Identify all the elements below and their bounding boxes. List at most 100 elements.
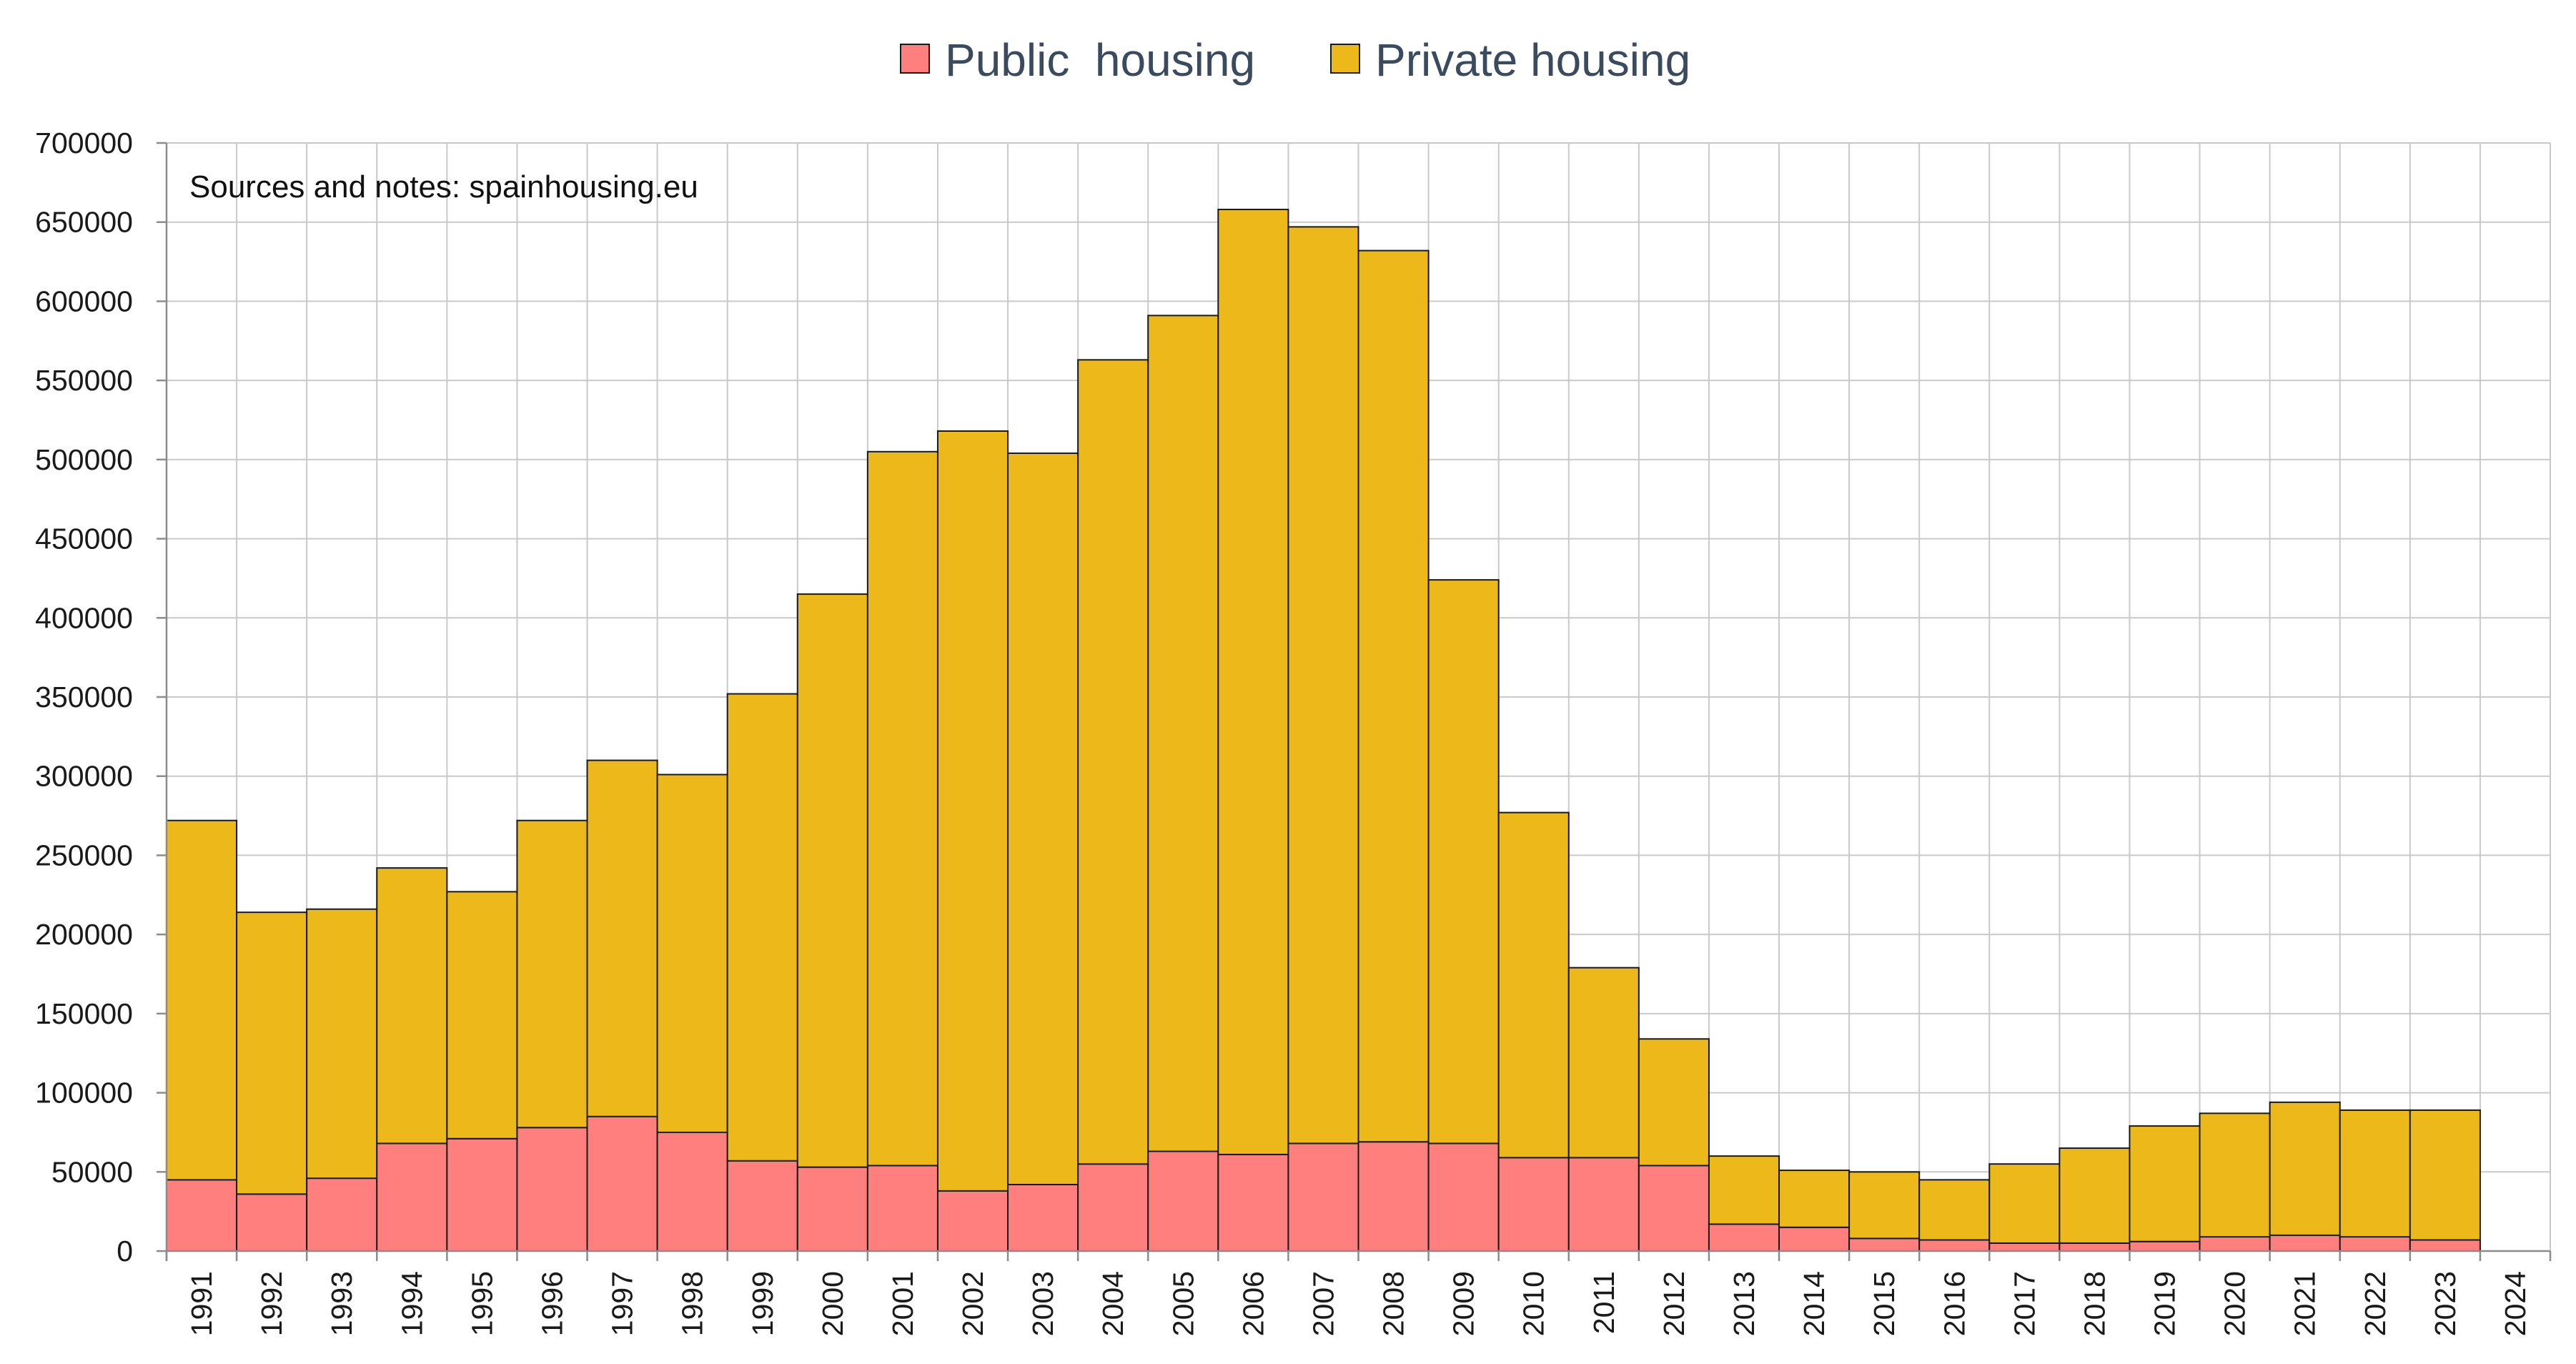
- bar-private-2021: [2269, 1101, 2341, 1236]
- bar-public-2021: [2269, 1234, 2341, 1252]
- legend-label-private-housing: Private housing: [1375, 34, 1690, 86]
- legend-swatch-public-housing: [900, 44, 930, 74]
- x-tick-label: 2004: [1096, 1271, 1129, 1336]
- bar-public-2003: [1007, 1184, 1079, 1252]
- bar-public-1997: [586, 1115, 658, 1252]
- x-tick-label: 1992: [255, 1271, 288, 1336]
- y-tick-label: 650000: [35, 206, 133, 239]
- bar-public-1998: [656, 1131, 728, 1252]
- x-tick-label: 2013: [1728, 1271, 1760, 1336]
- bar-private-2010: [1497, 811, 1570, 1159]
- y-tick-label: 150000: [35, 997, 133, 1030]
- bar-public-2018: [2059, 1242, 2131, 1252]
- bar-public-1994: [376, 1142, 448, 1252]
- bar-public-2012: [1638, 1165, 1710, 1252]
- x-tick-label: 1998: [676, 1271, 709, 1336]
- bar-public-2006: [1217, 1153, 1289, 1252]
- legend: Public housing Private housing: [900, 34, 1690, 86]
- bar-public-2023: [2409, 1239, 2481, 1252]
- x-tick-label: 2006: [1237, 1271, 1269, 1336]
- bar-public-2013: [1708, 1223, 1780, 1252]
- bar-private-2019: [2129, 1125, 2201, 1242]
- bar-public-2015: [1848, 1237, 1921, 1252]
- x-tick-labels: 1991 1992 1993 1994 1995 1996 1997 1998 1999 2000…: [185, 1271, 2532, 1336]
- bar-private-2003: [1007, 453, 1079, 1185]
- x-tick-label: 2019: [2149, 1271, 2181, 1336]
- bar-private-2022: [2339, 1109, 2411, 1238]
- bar-private-1994: [376, 867, 448, 1145]
- bar-private-2011: [1567, 967, 1640, 1159]
- x-tick-label: 2020: [2219, 1271, 2251, 1336]
- legend-swatch-private-housing: [1330, 44, 1360, 74]
- bar-public-2022: [2339, 1236, 2411, 1252]
- y-tick-label: 250000: [35, 839, 133, 871]
- bar-private-1999: [726, 693, 798, 1162]
- bar-public-2002: [936, 1190, 1009, 1252]
- bar-public-2011: [1567, 1157, 1640, 1252]
- y-tick-label: 50000: [51, 1155, 133, 1188]
- bar-private-2014: [1778, 1170, 1851, 1228]
- bar-public-1999: [726, 1160, 798, 1252]
- x-tick-label: 2011: [1587, 1271, 1620, 1334]
- x-tick-label: 2005: [1166, 1271, 1199, 1336]
- bar-private-2007: [1287, 226, 1359, 1145]
- x-tick-label: 2001: [886, 1271, 919, 1336]
- bar-public-2004: [1077, 1163, 1149, 1252]
- bar-private-1995: [446, 891, 518, 1140]
- bar-private-1998: [656, 774, 728, 1133]
- bar-public-1995: [446, 1137, 518, 1252]
- axes: [157, 142, 2552, 1261]
- x-tick-label: 1996: [535, 1271, 568, 1336]
- bar-private-2015: [1848, 1171, 1921, 1240]
- y-tick-label: 200000: [35, 918, 133, 951]
- x-tick-label: 2002: [956, 1271, 989, 1336]
- bar-public-2000: [796, 1166, 868, 1252]
- bars: [166, 209, 2481, 1252]
- x-tick-label: 2007: [1307, 1271, 1339, 1336]
- bar-private-2016: [1918, 1179, 1991, 1241]
- x-tick-label: 1993: [325, 1271, 358, 1336]
- x-tick-label: 2022: [2359, 1271, 2392, 1336]
- x-tick-label: 2010: [1517, 1271, 1550, 1336]
- y-tick-label: 300000: [35, 760, 133, 793]
- bar-private-2001: [866, 450, 938, 1167]
- bar-public-2001: [866, 1165, 938, 1252]
- bar-public-2019: [2129, 1240, 2201, 1252]
- bar-public-2016: [1918, 1239, 1991, 1252]
- y-tick-label: 600000: [35, 285, 133, 317]
- x-tick-label: 2012: [1658, 1271, 1690, 1336]
- x-tick-label: 2024: [2499, 1271, 2532, 1336]
- bar-private-1991: [166, 819, 238, 1181]
- x-tick-label: 2014: [1798, 1271, 1831, 1336]
- bar-private-1993: [306, 908, 378, 1180]
- y-tick-label: 350000: [35, 681, 133, 713]
- y-tick-label: 500000: [35, 443, 133, 476]
- y-tick-label: 0: [117, 1235, 133, 1267]
- bar-public-1991: [166, 1179, 238, 1252]
- y-tick-label: 450000: [35, 523, 133, 555]
- x-tick-label: 1991: [185, 1271, 218, 1336]
- bar-public-1993: [306, 1177, 378, 1252]
- bar-private-2002: [936, 430, 1009, 1192]
- source-note: Sources and notes: spainhousing.eu: [189, 169, 698, 204]
- x-tick-label: 2009: [1447, 1271, 1480, 1336]
- bar-private-2013: [1708, 1155, 1780, 1225]
- legend-label-public-housing: Public housing: [945, 34, 1255, 86]
- x-tick-label: 1997: [606, 1271, 639, 1336]
- x-tick-label: 2018: [2078, 1271, 2111, 1336]
- bar-public-1996: [516, 1127, 588, 1252]
- y-tick-label: 550000: [35, 364, 133, 397]
- y-tick-labels: 0 50000 100000 150000 200000 250000 300000 3500…: [35, 127, 133, 1267]
- bar-private-1996: [516, 819, 588, 1129]
- bar-private-2009: [1427, 579, 1500, 1145]
- x-tick-label: 1995: [465, 1271, 498, 1336]
- bar-private-2020: [2199, 1112, 2271, 1238]
- bar-public-2020: [2199, 1236, 2271, 1252]
- x-tick-label: 2000: [816, 1271, 849, 1336]
- bar-private-1997: [586, 759, 658, 1117]
- bar-public-2007: [1287, 1142, 1359, 1252]
- y-tick-label: 100000: [35, 1077, 133, 1110]
- y-tick-label: 700000: [35, 127, 133, 159]
- x-tick-label: 2015: [1868, 1271, 1901, 1336]
